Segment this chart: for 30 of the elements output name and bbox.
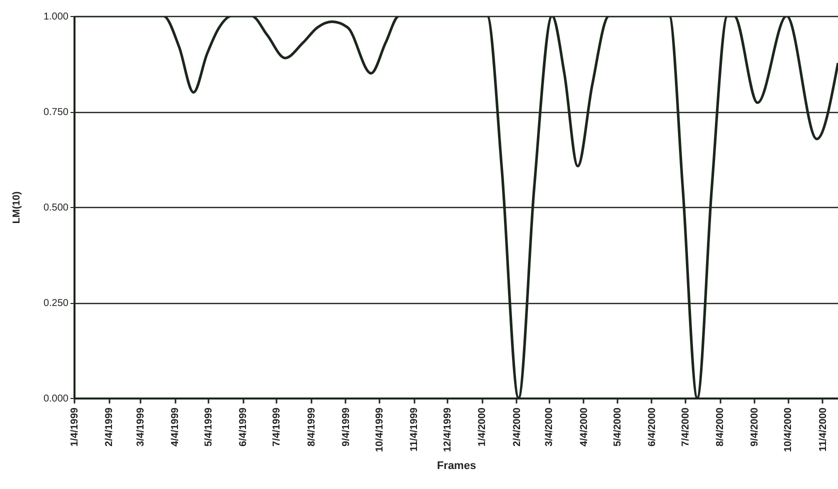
- x-tick-label: 6/4/2000: [646, 407, 658, 446]
- x-tick-label: 4/4/2000: [578, 407, 590, 446]
- x-tick-label: 8/4/1999: [306, 407, 318, 446]
- x-tick-label: 7/4/2000: [680, 407, 692, 446]
- x-tick-label: 1/4/2000: [477, 407, 488, 446]
- x-tick-label: 12/4/1999: [442, 407, 454, 452]
- x-tick-label: 3/4/1999: [135, 407, 146, 446]
- x-tick-label: 7/4/1999: [272, 407, 283, 446]
- y-tick-label: 1.000: [43, 12, 69, 22]
- y-tick-label: 0.750: [43, 107, 69, 118]
- y-tick-label: 0.000: [43, 394, 69, 404]
- y-axis-title: LM(10): [11, 191, 22, 224]
- x-tick-label: 10/4/2000: [783, 407, 794, 452]
- x-tick-label: 11/4/2000: [818, 407, 829, 452]
- x-tick-label: 2/4/1999: [104, 407, 116, 446]
- x-axis-title: Frames: [436, 460, 476, 472]
- x-tick-label: 9/4/2000: [750, 407, 761, 446]
- x-tick-label: 11/4/1999: [409, 407, 420, 452]
- x-tick-label: 10/4/1999: [374, 407, 386, 452]
- x-tick-label: 5/4/1999: [204, 407, 215, 446]
- x-tick-label: 8/4/2000: [715, 407, 726, 446]
- x-tick-label: 9/4/1999: [340, 407, 352, 446]
- x-tick-label: 6/4/1999: [238, 407, 250, 446]
- y-tick-label: 0.500: [43, 202, 69, 214]
- x-tick-label: 5/4/2000: [612, 407, 624, 446]
- y-tick-label: 0.250: [43, 298, 69, 309]
- x-tick-label: 4/4/1999: [170, 407, 182, 446]
- x-tick-label: 2/4/2000: [512, 407, 523, 446]
- x-tick-label: 3/4/2000: [544, 407, 556, 446]
- x-tick-label: 1/4/1999: [70, 407, 80, 446]
